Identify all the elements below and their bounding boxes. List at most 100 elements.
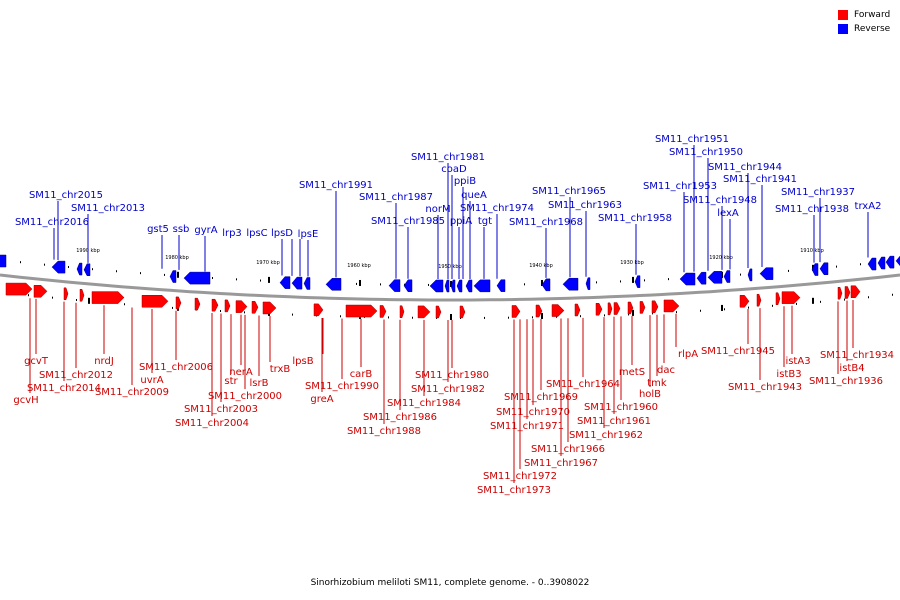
major-tick [632, 276, 634, 283]
reverse-gene-label: lpsD [271, 228, 293, 239]
reverse-gene [444, 279, 450, 293]
figure-caption: Sinorhizobium meliloti SM11, complete ge… [310, 578, 590, 588]
reverse-gene-label: gst5 [147, 224, 169, 235]
forward-gene [535, 304, 543, 318]
minor-tick [236, 278, 237, 281]
minor-tick [212, 277, 213, 280]
minor-tick [580, 315, 581, 318]
minor-tick [796, 302, 797, 305]
forward-gene [141, 295, 169, 308]
reverse-gene [429, 279, 444, 293]
forward-gene-label: lpsB [292, 356, 313, 367]
reverse-gene [403, 279, 413, 293]
reverse-gene [811, 263, 819, 276]
backbone [0, 273, 900, 302]
minor-tick [52, 296, 53, 299]
reverse-gene [303, 277, 311, 290]
forward-gene [399, 305, 405, 318]
minor-tick [92, 268, 93, 271]
minor-tick [788, 269, 789, 272]
reverse-gene-label: ppiA [450, 216, 472, 227]
reverse-swatch [838, 24, 848, 34]
reverse-gene [723, 270, 731, 283]
minor-tick [164, 273, 165, 276]
minor-tick [68, 265, 69, 268]
minor-tick [220, 310, 221, 313]
major-tick [812, 297, 814, 304]
reverse-gene-label: tgt [478, 216, 492, 227]
minor-tick [724, 308, 725, 311]
forward-gene [313, 303, 324, 317]
forward-gene-label: gcvH [13, 395, 38, 406]
tick-label: 1910 kbp [800, 248, 824, 254]
reverse-gene [450, 279, 456, 293]
forward-gene [5, 282, 33, 296]
reverse-gene [867, 257, 877, 271]
forward-gene-label: istB3 [776, 369, 801, 380]
minor-tick [20, 261, 21, 264]
forward-gene [639, 301, 646, 314]
minor-tick [44, 263, 45, 266]
minor-tick [388, 316, 389, 319]
forward-gene [613, 302, 621, 315]
forward-gene [379, 305, 387, 318]
minor-tick [740, 273, 741, 276]
forward-gene-label: SM11_chr1971 [490, 421, 564, 432]
reverse-gene [291, 276, 303, 290]
forward-gene [607, 302, 613, 316]
forward-gene-label: rlpA [678, 349, 698, 360]
forward-gene-label: SM11_chr2014 [27, 383, 101, 394]
forward-gene [595, 303, 603, 316]
reverse-gene-label: SM11_chr1948 [683, 195, 757, 206]
forward-gene [574, 303, 581, 317]
forward-swatch [838, 10, 848, 20]
forward-gene-label: trxB [270, 364, 291, 375]
forward-gene [459, 305, 466, 319]
minor-tick [676, 311, 677, 314]
legend-forward: Forward [838, 8, 890, 22]
forward-gene [837, 286, 843, 300]
reverse-gene [819, 262, 829, 275]
reverse-gene-label: SM11_chr1991 [299, 180, 373, 191]
forward-gene [663, 299, 680, 313]
minor-tick [508, 316, 509, 319]
major-tick [268, 276, 270, 283]
forward-gene-label: SM11_chr1982 [411, 384, 485, 395]
forward-gene-label: istB4 [839, 363, 864, 374]
forward-gene-label: SM11_chr1962 [569, 430, 643, 441]
forward-gene [511, 305, 521, 318]
forward-gene [91, 291, 125, 304]
reverse-gene [51, 260, 66, 274]
tick-label: 1980 kbp [165, 255, 189, 261]
forward-gene [224, 299, 231, 313]
reverse-gene-label: lpsE [298, 229, 319, 240]
forward-gene [551, 304, 565, 317]
forward-gene-label: SM11_chr2012 [39, 370, 113, 381]
legend-reverse-label: Reverse [854, 24, 891, 34]
reverse-gene-label: SM11_chr1987 [359, 192, 433, 203]
forward-gene [235, 300, 248, 313]
reverse-gene [76, 262, 83, 276]
forward-gene [651, 300, 659, 314]
minor-tick [836, 265, 837, 268]
tick-label: 1920 kbp [709, 255, 733, 261]
minor-tick [748, 306, 749, 309]
reverse-gene-label: SM11_chr1944 [708, 162, 782, 173]
forward-gene [739, 295, 750, 308]
reverse-gene [83, 263, 91, 276]
minor-tick [124, 303, 125, 306]
reverse-gene [585, 277, 591, 290]
minor-tick [172, 306, 173, 309]
minor-tick [820, 300, 821, 303]
forward-gene-label: SM11_chr2006 [139, 362, 213, 373]
minor-tick [380, 283, 381, 286]
reverse-gene [634, 275, 641, 288]
reverse-gene [325, 278, 342, 291]
forward-gene-label: SM11_chr1934 [820, 350, 894, 361]
minor-tick [412, 316, 413, 319]
forward-gene [79, 289, 85, 302]
tick-label: 1940 kbp [529, 263, 553, 269]
reverse-gene-label: SM11_chr1968 [509, 217, 583, 228]
forward-gene [844, 286, 851, 299]
